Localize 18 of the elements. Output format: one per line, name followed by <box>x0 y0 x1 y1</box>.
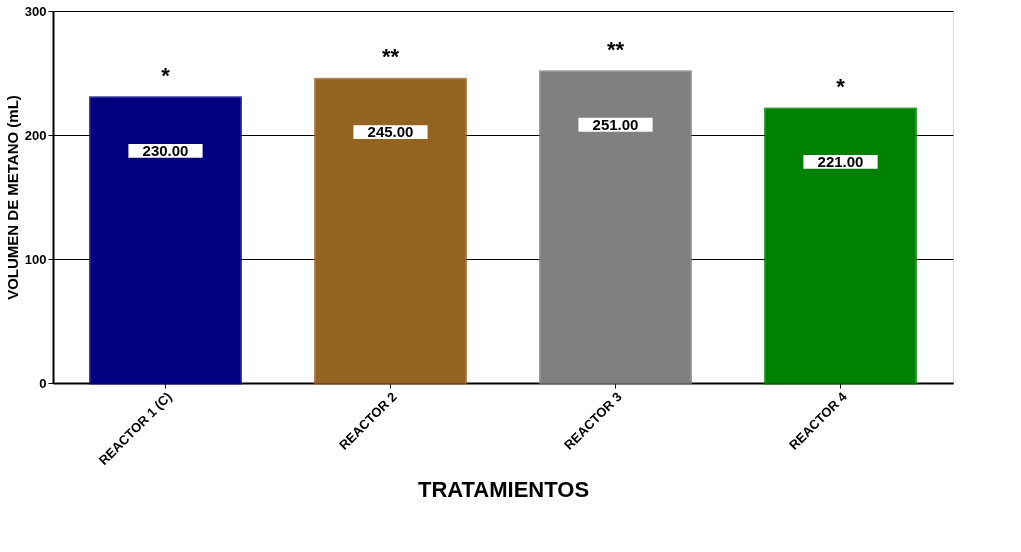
bar <box>314 77 467 385</box>
annotation: * <box>161 62 171 88</box>
bar <box>764 107 917 385</box>
data-label: 221.00 <box>817 152 864 170</box>
data-label: 245.00 <box>367 123 414 141</box>
y-tick-label: 0 <box>39 375 47 391</box>
y-axis-title: VOLUMEN DE METANO (mL) <box>3 95 21 300</box>
bar <box>539 70 692 385</box>
annotation: ** <box>606 36 625 62</box>
bar <box>89 96 242 385</box>
annotation: ** <box>381 44 400 70</box>
data-label: 230.00 <box>142 141 189 159</box>
data-label: 251.00 <box>592 115 639 133</box>
y-tick-label: 200 <box>24 127 47 143</box>
y-tick-label: 100 <box>24 251 47 267</box>
y-tick-label: 300 <box>24 3 47 19</box>
x-axis-title: TRATAMIENTOS <box>417 476 590 502</box>
annotation: * <box>836 73 846 99</box>
